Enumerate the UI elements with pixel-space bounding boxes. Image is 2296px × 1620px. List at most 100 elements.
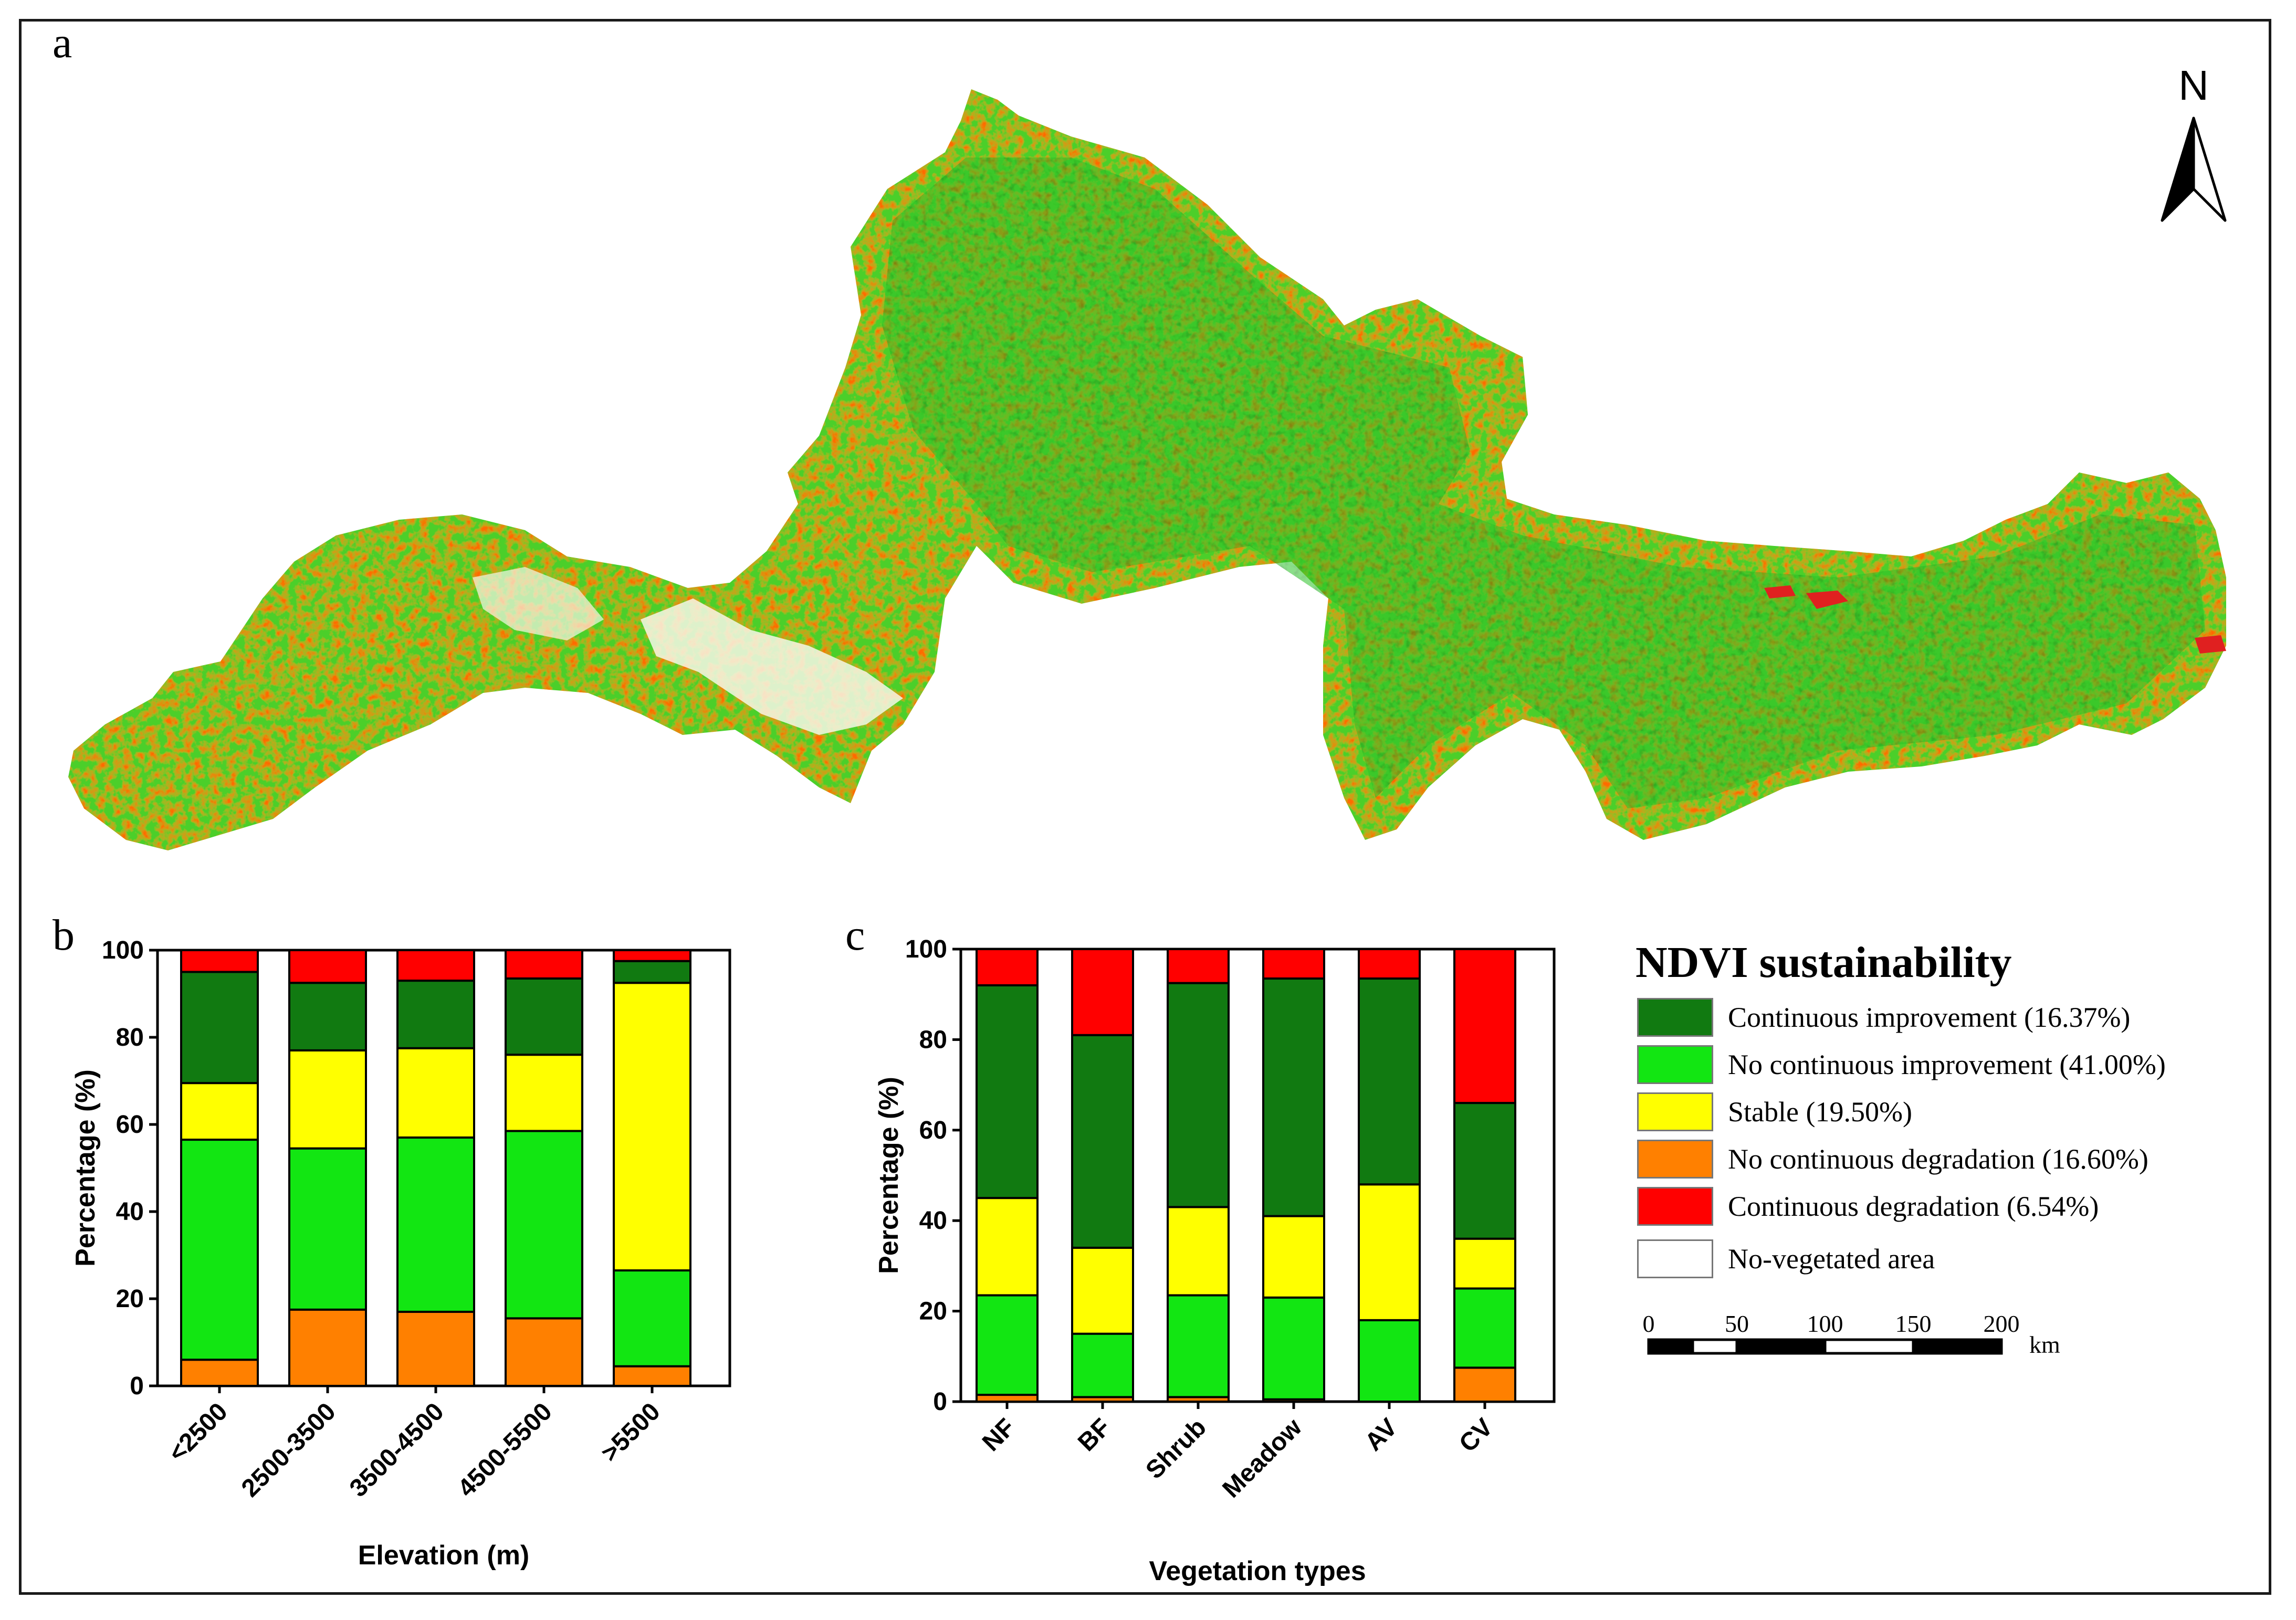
chart-c-bar-segment <box>1262 977 1325 1217</box>
chart-b-bar-segment <box>613 1269 691 1367</box>
chart-c-bar-segment <box>1167 948 1230 984</box>
chart-c-bar-segment <box>1453 1102 1516 1240</box>
legend-item: No continuous degradation (16.60%) <box>1637 1139 2148 1179</box>
chart-c-bar-segment <box>1071 1332 1134 1398</box>
chart-b-bar-segment <box>288 1147 367 1311</box>
chart-b-bar-segment <box>180 949 259 973</box>
chart-c-bar-segment <box>1453 1287 1516 1369</box>
chart-vegetation-types: 0 20 40 60 80 100 Percentage (%) NF BF Shrub Meado… <box>874 935 1556 1586</box>
north-arrow-outline <box>2192 117 2227 222</box>
chart-b-y-tick-label: 40 <box>116 1198 144 1226</box>
chart-c-bar-segment <box>1358 948 1421 980</box>
continuous-degradation-patch <box>1764 585 1796 598</box>
chart-c-bar-segment <box>1262 948 1325 980</box>
north-arrow-icon <box>2161 117 2195 222</box>
legend-title: NDVI sustainability <box>1635 938 2012 987</box>
chart-b-bar-segment <box>396 1136 475 1313</box>
scale-unit: km <box>2029 1331 2060 1358</box>
chart-c-x-tick-label: Meadow <box>1217 1413 1307 1503</box>
chart-c-bar-segment <box>1167 1294 1230 1398</box>
legend-item: No-vegetated area <box>1637 1239 1935 1279</box>
chart-b-bar-segment <box>396 949 475 982</box>
chart-b-bar-segment <box>288 1049 367 1150</box>
chart-c-bar-segment <box>1453 948 1516 1104</box>
legend-item: Continuous degradation (6.54%) <box>1637 1186 2099 1226</box>
ndvi-map: N <box>68 62 2227 850</box>
chart-c-bar-segment <box>976 948 1039 986</box>
chart-b-bar-segment <box>613 1365 691 1387</box>
panel-label-b: b <box>53 911 75 960</box>
no-vegetated-patch <box>641 598 903 735</box>
chart-b-bar-segment <box>613 949 691 962</box>
chart-b-x-tick-label: 2500-3500 <box>236 1397 341 1502</box>
figure-frame <box>19 19 2271 1595</box>
chart-b-bar-segment <box>505 977 583 1056</box>
chart-c-y-tick-label: 40 <box>919 1207 947 1235</box>
legend-item: No continuous improvement (41.00%) <box>1637 1045 2166 1085</box>
chart-b-x-axis-label: Elevation (m) <box>358 1540 530 1571</box>
legend-swatch <box>1637 1140 1713 1179</box>
study-area-dense-improvement <box>882 157 2205 808</box>
chart-b-x-tick-label: <2500 <box>163 1397 233 1467</box>
chart-c-y-tick-label: 0 <box>933 1388 947 1416</box>
chart-c-bar-segment <box>1167 1206 1230 1297</box>
chart-b-bar-segment <box>613 960 691 984</box>
chart-c-x-tick-label: NF <box>977 1413 1021 1457</box>
legend-label: No-vegetated area <box>1728 1243 1935 1275</box>
chart-c-bar-segment <box>976 984 1039 1200</box>
chart-c-bar-segment <box>976 1294 1039 1396</box>
legend-swatch <box>1637 998 1713 1037</box>
chart-c-bar-segment <box>1358 977 1421 1186</box>
chart-b-x-tick-label: >5500 <box>596 1397 666 1467</box>
chart-elevation: 0 20 40 60 80 100 Percentage (%) <2500 2500-3500… <box>70 937 731 1571</box>
chart-c-bar-segment <box>1071 1034 1134 1249</box>
study-area-region <box>68 89 2226 850</box>
chart-b-x-tick-label: 4500-5500 <box>453 1397 558 1502</box>
chart-b-bar-segment <box>505 1317 583 1387</box>
chart-b-bar-segment <box>505 1054 583 1132</box>
legend-label: Stable (19.50%) <box>1728 1096 1912 1128</box>
scale-tick-label: 50 <box>1725 1310 1749 1337</box>
chart-b-bar-segment <box>396 1047 475 1139</box>
chart-b-y-tick-label: 0 <box>130 1372 144 1400</box>
chart-c-bar-segment <box>1071 1246 1134 1335</box>
chart-b-bar-segment <box>396 1310 475 1387</box>
chart-b-bar-segment <box>505 1130 583 1320</box>
chart-b-bar-segment <box>613 982 691 1272</box>
chart-c-bar-segment <box>1262 1296 1325 1401</box>
chart-b-bar-segment <box>180 971 259 1085</box>
chart-c-bar-segment <box>1358 1183 1421 1321</box>
scale-tick-label: 0 <box>1642 1310 1655 1337</box>
chart-c-bar-segment <box>976 1197 1039 1297</box>
north-label: N <box>2178 62 2209 109</box>
continuous-degradation-patch <box>2195 635 2226 654</box>
chart-b-bar-segment <box>180 1359 259 1387</box>
chart-b-y-axis-label: Percentage (%) <box>70 1069 101 1267</box>
chart-c-bar-segment <box>1167 982 1230 1208</box>
chart-b-y-tick-label: 20 <box>116 1285 144 1313</box>
chart-b-bar-segment <box>288 982 367 1051</box>
legend-swatch <box>1637 1187 1713 1226</box>
scale-tick-label: 150 <box>1895 1310 1932 1337</box>
legend-item: Stable (19.50%) <box>1637 1092 1912 1132</box>
chart-b-bar-segment <box>505 949 583 980</box>
chart-b-bar-segment <box>396 980 475 1049</box>
chart-b-bar-segment <box>180 1139 259 1361</box>
chart-c-x-tick-label: Shrub <box>1140 1413 1212 1485</box>
chart-c-plot-frame <box>959 948 1556 1403</box>
chart-c-bar-segment <box>1071 948 1134 1036</box>
no-vegetated-patch <box>473 567 604 640</box>
scale-tick-label: 100 <box>1807 1310 1843 1337</box>
panel-label-c: c <box>845 911 865 960</box>
legend-label: No continuous degradation (16.60%) <box>1728 1143 2148 1175</box>
chart-c-y-tick-label: 100 <box>905 935 947 963</box>
chart-c-x-tick-label: BF <box>1073 1413 1116 1457</box>
chart-b-bar-segment <box>288 949 367 984</box>
legend-swatch <box>1637 1239 1713 1278</box>
legend-label: Continuous degradation (6.54%) <box>1728 1191 2099 1222</box>
legend-swatch <box>1637 1092 1713 1131</box>
legend-label: No continuous improvement (41.00%) <box>1728 1049 2166 1080</box>
chart-b-bar-segment <box>180 1082 259 1141</box>
chart-c-y-tick-label: 20 <box>919 1298 947 1326</box>
chart-b-y-tick-label: 100 <box>102 937 144 964</box>
